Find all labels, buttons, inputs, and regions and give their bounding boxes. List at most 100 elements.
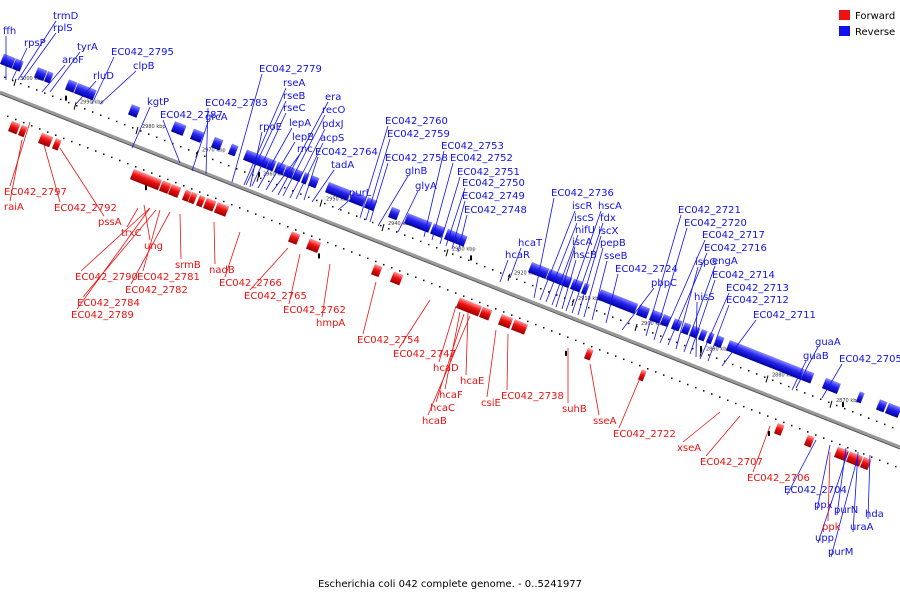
reverse-gene-block[interactable]	[713, 335, 725, 349]
reverse-gene-label[interactable]: guaA	[795, 337, 841, 389]
reverse-gene-label[interactable]: EC042_2751	[439, 167, 520, 245]
reverse-gene-block[interactable]	[11, 58, 21, 71]
forward-gene-block[interactable]	[37, 132, 54, 148]
reverse-gene-label[interactable]: EC042_2721	[645, 205, 741, 337]
forward-gene-label[interactable]: EC042_2754	[357, 281, 420, 346]
legend-reverse[interactable]: Reverse	[839, 26, 895, 38]
reverse-gene-label[interactable]: EC042_2779	[231, 64, 322, 183]
reverse-gene-block[interactable]	[353, 193, 367, 207]
reverse-gene-label[interactable]: EC042_2713	[699, 283, 789, 360]
reverse-gene-label[interactable]: EC042_2787	[160, 110, 223, 164]
reverse-gene-label[interactable]: hscA	[565, 201, 622, 312]
reverse-gene-block[interactable]	[387, 206, 401, 221]
forward-gene-label[interactable]: EC042_2765	[244, 247, 307, 302]
reverse-gene-label[interactable]: EC042_2759	[365, 129, 450, 221]
forward-gene-block[interactable]	[389, 271, 404, 286]
forward-gene-label[interactable]: EC042_2722	[613, 377, 676, 440]
reverse-gene-label[interactable]: pdxJ	[289, 119, 344, 199]
reverse-gene-label[interactable]: rseA	[243, 78, 305, 186]
reverse-gene-label[interactable]: EC042_2712	[707, 295, 789, 362]
forward-gene-label[interactable]: sseA	[589, 363, 617, 427]
reverse-gene-label[interactable]: trmD	[17, 11, 79, 81]
forward-gene-block[interactable]	[287, 231, 301, 245]
reverse-gene-label[interactable]: purL	[337, 188, 372, 211]
reverse-gene-label[interactable]: ppx	[814, 444, 833, 511]
reverse-gene-label[interactable]: engA	[683, 256, 738, 353]
reverse-gene-block[interactable]	[189, 128, 205, 143]
reverse-gene-label[interactable]: EC042_2704	[784, 439, 847, 496]
forward-gene-block[interactable]	[7, 120, 21, 135]
reverse-gene-label[interactable]: nifU	[551, 225, 595, 306]
reverse-gene-block[interactable]	[725, 340, 805, 380]
reverse-gene-label[interactable]: rpoE	[249, 122, 282, 188]
reverse-gene-label[interactable]: EC042_2753	[423, 141, 504, 238]
reverse-gene-label[interactable]: tadA	[311, 160, 354, 203]
forward-gene-label[interactable]: ung	[143, 204, 163, 252]
reverse-gene-label[interactable]: pepB	[583, 238, 626, 318]
forward-gene-block[interactable]	[803, 434, 815, 448]
reverse-gene-label[interactable]: sseB	[591, 251, 628, 321]
forward-gene-label[interactable]: hcaC	[430, 313, 465, 414]
reverse-gene-block[interactable]	[456, 233, 468, 247]
forward-gene-label[interactable]: hmpA	[316, 263, 345, 329]
reverse-gene-label[interactable]: kgtP	[131, 97, 169, 149]
reverse-gene-label[interactable]: ispG	[675, 257, 717, 350]
reverse-gene-label[interactable]: EC042_2717	[659, 230, 765, 344]
reverse-gene-block[interactable]	[291, 168, 304, 183]
forward-gene-label[interactable]: EC042_2781	[137, 209, 200, 283]
forward-gene-block[interactable]	[202, 197, 217, 212]
reverse-gene-label[interactable]: rluD	[75, 71, 114, 105]
reverse-gene-label[interactable]: ffh	[3, 26, 16, 80]
reverse-gene-label[interactable]: EC042_2711	[721, 310, 816, 367]
reverse-gene-block[interactable]	[890, 405, 900, 418]
forward-gene-block[interactable]	[213, 202, 230, 217]
reverse-gene-label[interactable]: rpsP	[11, 38, 46, 81]
reverse-gene-label[interactable]: EC042_2714	[689, 270, 775, 355]
reverse-gene-block[interactable]	[596, 289, 639, 315]
reverse-gene-block[interactable]	[680, 322, 692, 336]
reverse-gene-label[interactable]: uraA	[850, 451, 874, 533]
reverse-gene-label[interactable]: pbpC	[621, 278, 677, 331]
reverse-gene-label[interactable]: hisS	[694, 292, 715, 358]
reverse-gene-label[interactable]: EC042_2748	[457, 205, 527, 253]
forward-gene-block[interactable]	[370, 264, 383, 278]
reverse-gene-label[interactable]: EC042_2736	[533, 188, 614, 299]
reverse-gene-label[interactable]: guaB	[791, 351, 829, 391]
reverse-gene-label[interactable]: EC042_2749	[451, 191, 525, 250]
reverse-gene-label[interactable]: purM	[828, 455, 859, 558]
forward-gene-block[interactable]	[773, 422, 785, 436]
forward-gene-block[interactable]	[583, 348, 594, 361]
reverse-gene-label[interactable]: upp	[815, 451, 849, 544]
forward-gene-label[interactable]: EC042_2797	[4, 121, 67, 198]
reverse-gene-block[interactable]	[688, 325, 701, 339]
reverse-gene-block[interactable]	[697, 328, 708, 342]
reverse-gene-block[interactable]	[403, 213, 433, 233]
forward-gene-block[interactable]	[845, 451, 864, 467]
forward-gene-label[interactable]: EC042_2790	[75, 207, 151, 283]
forward-gene-label[interactable]: EC042_2762	[283, 253, 346, 316]
reverse-gene-label[interactable]: hcaT	[509, 238, 543, 279]
forward-gene-label[interactable]: EC042_2747	[393, 299, 456, 360]
reverse-gene-label[interactable]: EC042_2716	[667, 243, 767, 346]
forward-gene-label[interactable]: EC042_2784	[77, 209, 157, 309]
reverse-gene-label[interactable]: purN	[834, 447, 858, 516]
reverse-gene-block[interactable]	[855, 391, 865, 404]
reverse-gene-label[interactable]: rseB	[245, 91, 305, 186]
forward-gene-label[interactable]: nadB	[209, 221, 235, 276]
reverse-gene-block[interactable]	[429, 223, 446, 238]
reverse-gene-block[interactable]	[560, 274, 573, 289]
reverse-gene-block[interactable]	[635, 304, 651, 319]
reverse-gene-label[interactable]: clpB	[99, 61, 155, 105]
forward-gene-block[interactable]	[455, 297, 470, 312]
reverse-gene-block[interactable]	[821, 377, 841, 395]
forward-gene-block[interactable]	[195, 194, 206, 208]
reverse-gene-label[interactable]: EC042_2758	[369, 153, 448, 223]
reverse-gene-label[interactable]: rnc	[271, 144, 313, 193]
reverse-gene-block[interactable]	[15, 59, 24, 72]
reverse-gene-label[interactable]: hda	[865, 454, 884, 520]
reverse-gene-label[interactable]: acpS	[295, 133, 344, 200]
reverse-gene-block[interactable]	[324, 181, 352, 201]
reverse-gene-label[interactable]: hcaR	[499, 250, 530, 283]
forward-gene-block[interactable]	[129, 168, 162, 191]
forward-gene-block[interactable]	[478, 306, 493, 321]
